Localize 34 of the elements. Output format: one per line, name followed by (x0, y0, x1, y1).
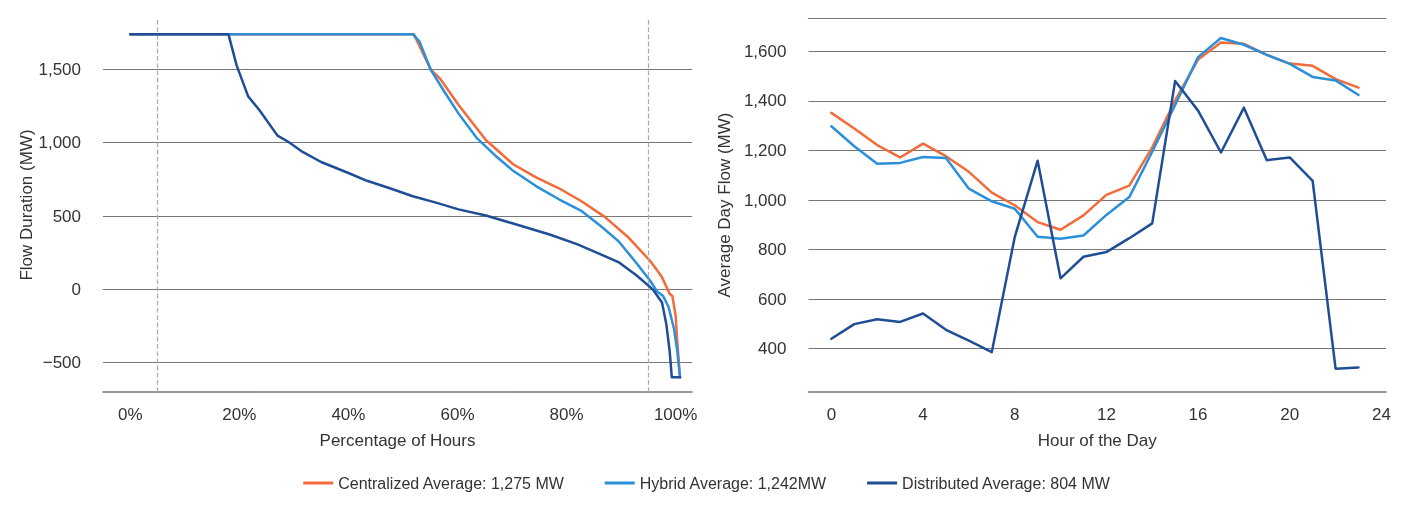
y-tick-label: 1,200 (743, 141, 787, 161)
x-tick-label: 4 (918, 405, 928, 424)
y-axis-title: Flow Duration (MW) (16, 129, 36, 281)
x-tick-label: 80% (549, 405, 584, 424)
line-series (129, 32, 682, 379)
y-tick-label: 1,500 (38, 59, 81, 79)
y-tick-label: 1,000 (743, 190, 787, 210)
x-tick-label: 40% (331, 405, 366, 424)
y-tick-label: 600 (758, 289, 787, 309)
y-tick-label: 400 (758, 339, 787, 359)
legend-label: Centralized Average: 1,275 MW (338, 474, 565, 492)
x-tick-label: 24 (1371, 405, 1391, 424)
y-tick-label: −500 (42, 353, 81, 373)
y-tick-label: 0 (71, 279, 81, 299)
legend-label: Hybrid Average: 1,242MW (639, 474, 828, 492)
x-tick-label: 20% (222, 405, 257, 424)
y-tick-label: 1,600 (743, 41, 787, 61)
x-tick-label: 20 (1280, 405, 1300, 424)
x-tick-label: 8 (1009, 405, 1020, 424)
y-tick-label: 1,400 (743, 91, 787, 111)
y-tick-label: 1,000 (38, 133, 81, 153)
y-axis-title: Average Day Flow (MW) (715, 112, 734, 298)
x-tick-label: 12 (1096, 405, 1116, 424)
x-tick-label: 100% (653, 405, 698, 424)
x-axis-title: Hour of the Day (1037, 431, 1158, 450)
x-tick-label: 60% (440, 405, 475, 424)
x-tick-label: 16 (1188, 405, 1208, 424)
x-tick-label: 0% (117, 405, 143, 424)
legend-label: Distributed Average: 804 MW (902, 474, 1111, 492)
line-series (830, 79, 1360, 370)
x-axis-title: Percentage of Hours (319, 431, 476, 450)
y-tick-label: 500 (52, 206, 81, 226)
x-tick-label: 0 (826, 405, 837, 424)
y-tick-label: 800 (758, 240, 787, 260)
